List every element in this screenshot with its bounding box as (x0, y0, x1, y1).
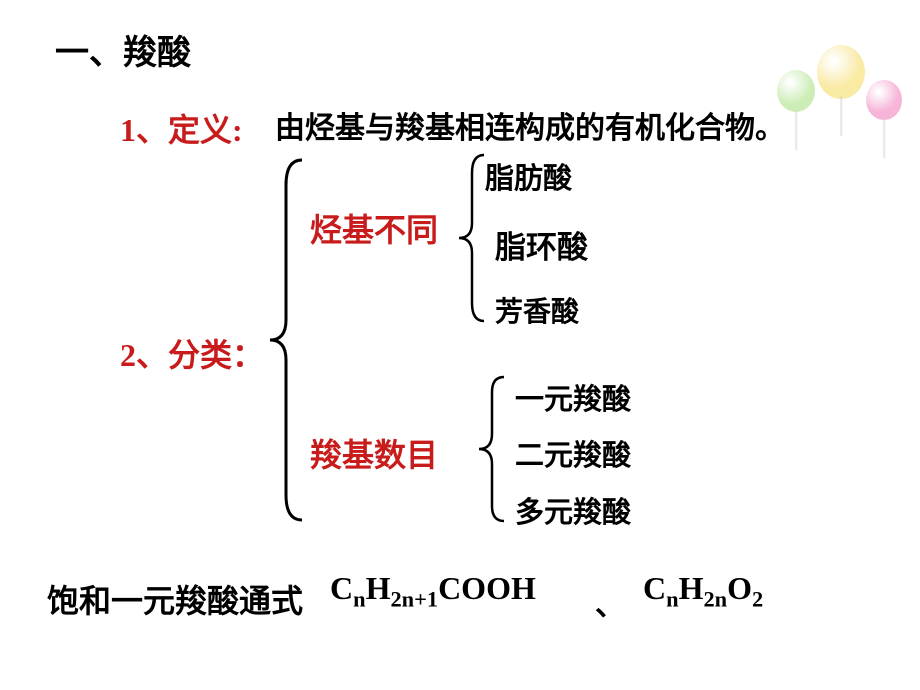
mono-acid-text: 一元羧酸 (515, 376, 631, 418)
alicyclic-acid-text: 脂环酸 (495, 222, 588, 267)
classification-label: 2、分类： (120, 330, 264, 376)
formula-separator: 、 (595, 580, 625, 624)
di-acid-text: 二元羧酸 (515, 432, 631, 474)
balloon-pink-icon (866, 80, 902, 120)
aromatic-acid-text: 芳香酸 (495, 290, 579, 330)
balloon-yellow-icon (817, 45, 865, 99)
definition-label: 1、定义: (120, 105, 243, 151)
carboxyl-count-label: 羧基数目 (310, 430, 438, 476)
formula-label: 饱和一元羧酸通式 (47, 576, 303, 622)
section-title: 一、羧酸 (55, 25, 191, 74)
hydrocarbon-criterion-label: 烃基不同 (310, 205, 438, 251)
brace-bottom-icon (474, 370, 512, 528)
brace-large-icon (264, 155, 314, 525)
formula-o2: CnH2nO2 (643, 570, 763, 612)
poly-acid-text: 多元羧酸 (515, 489, 631, 531)
fatty-acid-text: 脂肪酸 (485, 155, 572, 197)
formula-cooh: CnH2n+1COOH (330, 570, 536, 612)
definition-text: 由烃基与羧基相连构成的有机化合物。 (275, 103, 785, 147)
